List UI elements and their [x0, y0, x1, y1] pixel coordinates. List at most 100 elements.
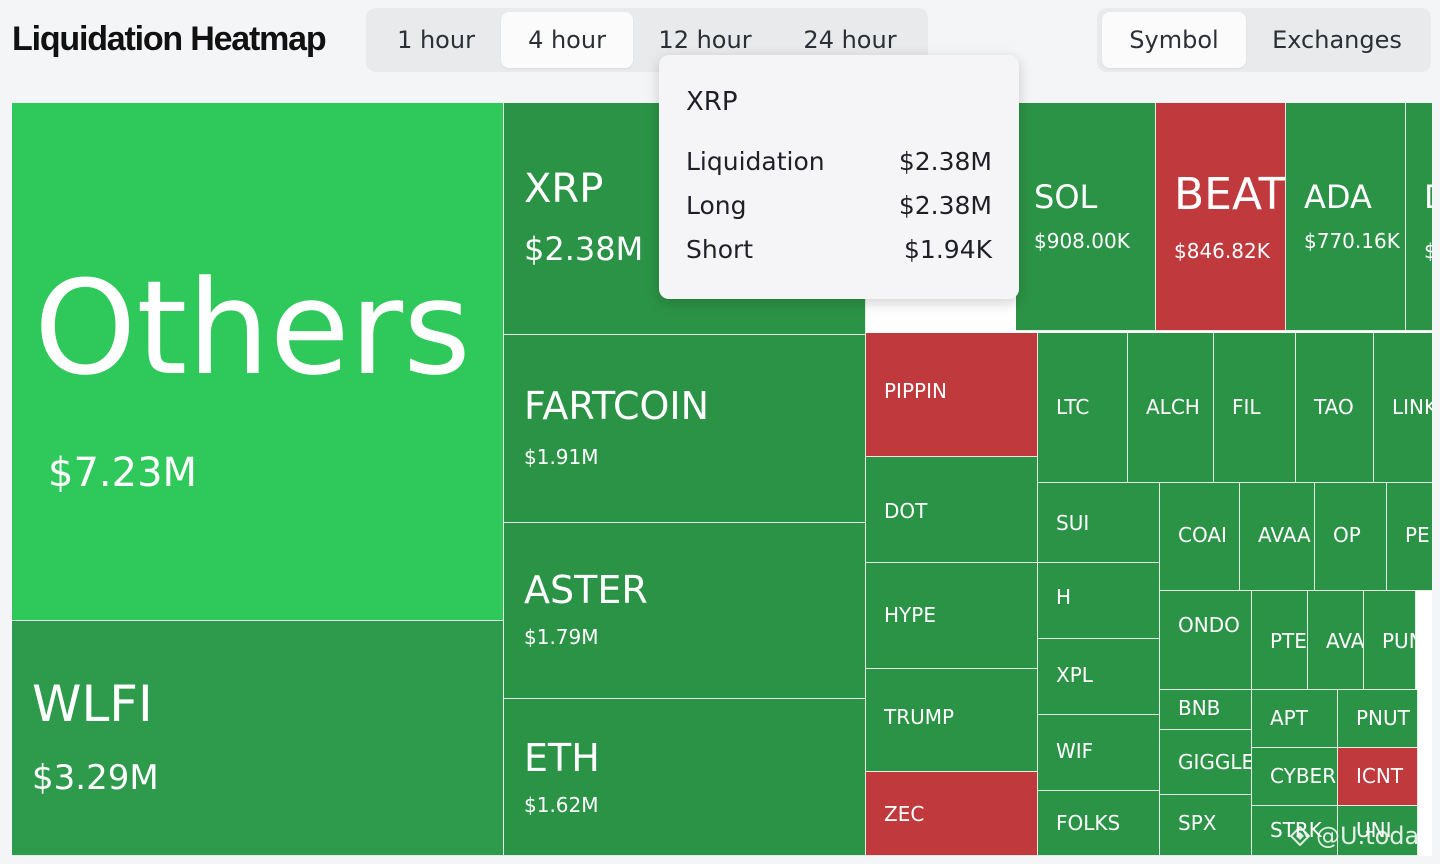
tile-symbol: LINK: [1392, 395, 1432, 419]
tile-symbol: D: [1424, 181, 1432, 213]
heatmap-tile-ada[interactable]: ADA $770.16K: [1286, 103, 1406, 331]
tile-symbol: WLFI: [32, 675, 153, 733]
heatmap-tile-ltc[interactable]: LTC: [1038, 333, 1128, 483]
tile-value: $1.79M: [524, 625, 599, 649]
tile-symbol: GIGGLE: [1178, 750, 1252, 774]
heatmap-tile-pnut[interactable]: PNUT: [1338, 690, 1418, 748]
heatmap-tile-wlfi[interactable]: WLFI $3.29M: [12, 621, 504, 856]
tile-value: $1.62M: [524, 793, 599, 817]
tab-12-hour[interactable]: 12 hour: [658, 26, 752, 54]
tile-value: $846.82K: [1174, 239, 1270, 263]
heatmap-tile-fartcoin[interactable]: FARTCOIN $1.91M: [504, 335, 866, 523]
heatmap-tile-h[interactable]: H: [1038, 563, 1160, 639]
tile-symbol: AVA: [1326, 629, 1364, 653]
tile-symbol: OP: [1333, 523, 1361, 547]
tile-symbol: COAI: [1178, 523, 1227, 547]
heatmap-tile-zec[interactable]: ZEC: [866, 772, 1038, 856]
heatmap-tile-sol[interactable]: SOL $908.00K: [1016, 103, 1156, 331]
view-mode-selector: Symbol Exchanges: [1097, 8, 1431, 72]
tooltip-label: Short: [686, 235, 754, 264]
tooltip-value: $1.94K: [904, 235, 992, 264]
heatmap-tile-eth[interactable]: ETH $1.62M: [504, 699, 866, 856]
tile-value: $3.29M: [32, 758, 159, 798]
tooltip-value: $2.38M: [898, 191, 992, 220]
heatmap-tile-link[interactable]: LINK: [1374, 333, 1432, 483]
tooltip-row-short: Short $1.94K: [686, 235, 992, 271]
tile-symbol: PE: [1405, 523, 1430, 547]
tile-symbol: H: [1056, 585, 1072, 609]
heatmap-tile-coai[interactable]: COAI: [1160, 483, 1240, 591]
heatmap-tile-beat[interactable]: BEAT $846.82K: [1156, 103, 1286, 331]
tile-symbol: TAO: [1314, 395, 1354, 419]
heatmap-tile-folks[interactable]: FOLKS: [1038, 791, 1160, 856]
tile-symbol: BEAT: [1174, 169, 1286, 220]
tile-symbol: ONDO: [1178, 613, 1240, 637]
heatmap-tile-cut-d[interactable]: D$: [1406, 103, 1432, 331]
heatmap-tile-pun[interactable]: PUN: [1364, 591, 1416, 690]
heatmap-tile-spx[interactable]: SPX: [1160, 795, 1252, 856]
tile-symbol: CYBER: [1270, 764, 1337, 788]
heatmap-tile-avaa[interactable]: AVAA: [1240, 483, 1315, 591]
tile-symbol: ICNT: [1356, 764, 1404, 788]
heatmap-tile-giggle[interactable]: GIGGLE: [1160, 730, 1252, 795]
heatmap-tile-hype[interactable]: HYPE: [866, 563, 1038, 669]
heatmap-tile-pe[interactable]: PE: [1387, 483, 1432, 591]
watermark: @U.today: [1290, 822, 1433, 850]
tile-symbol: TRUMP: [884, 705, 955, 729]
tile-value: $770.16K: [1304, 229, 1400, 253]
tab-4-hour[interactable]: 4 hour: [501, 12, 633, 68]
tooltip-row-long: Long $2.38M: [686, 191, 992, 227]
heatmap-tile-uni[interactable]: UNI: [1338, 806, 1418, 856]
tile-value: $: [1424, 241, 1432, 261]
diamond-logo-icon: [1290, 826, 1310, 846]
heatmap-tile-tao[interactable]: TAO: [1296, 333, 1374, 483]
tile-symbol: HYPE: [884, 603, 936, 627]
tab-1-hour[interactable]: 1 hour: [397, 26, 475, 54]
heatmap-tile-cyber[interactable]: CYBER: [1252, 748, 1338, 806]
tooltip-value: $2.38M: [898, 147, 992, 176]
heatmap-tile-pte[interactable]: PTE: [1252, 591, 1308, 690]
tab-exchanges[interactable]: Exchanges: [1272, 26, 1402, 54]
tile-symbol: FIL: [1232, 395, 1261, 419]
heatmap-tile-others[interactable]: Others $7.23M: [12, 103, 504, 621]
tile-symbol: Others: [34, 252, 471, 404]
tile-symbol: WIF: [1056, 739, 1094, 763]
tile-symbol: PTE: [1270, 629, 1307, 653]
heatmap-tile-alch[interactable]: ALCH: [1128, 333, 1214, 483]
tile-symbol: SUI: [1056, 511, 1090, 535]
tab-24-hour[interactable]: 24 hour: [803, 26, 897, 54]
tile-value: $1.91M: [524, 445, 599, 469]
heatmap-tile-ava[interactable]: AVA: [1308, 591, 1364, 690]
tile-value: $7.23M: [48, 450, 198, 496]
tab-symbol[interactable]: Symbol: [1102, 12, 1246, 68]
heatmap-tile-icnt[interactable]: ICNT: [1338, 748, 1418, 806]
tile-value: $908.00K: [1034, 229, 1130, 253]
heatmap-tile-sui[interactable]: SUI: [1038, 483, 1160, 563]
tile-symbol: APT: [1270, 706, 1308, 730]
heatmap-tile-aster[interactable]: ASTER $1.79M: [504, 523, 866, 699]
tooltip-symbol: XRP: [686, 87, 738, 117]
heatmap-tile-ondo[interactable]: ONDO: [1160, 591, 1252, 690]
tile-symbol: PIPPIN: [884, 379, 947, 403]
tile-symbol: ETH: [524, 736, 600, 780]
heatmap-tile-op[interactable]: OP: [1315, 483, 1387, 591]
heatmap-tile-apt[interactable]: APT: [1252, 690, 1338, 748]
tooltip-row-liquidation: Liquidation $2.38M: [686, 147, 992, 183]
tile-symbol: UNI: [1356, 818, 1392, 842]
heatmap-tile-trump[interactable]: TRUMP: [866, 669, 1038, 772]
tile-symbol: SOL: [1034, 178, 1098, 216]
tile-symbol: PUN: [1382, 629, 1415, 653]
tile-value: $2.38M: [524, 230, 644, 268]
heatmap-tile-bnb[interactable]: BNB: [1160, 690, 1252, 730]
watermark-text: @U.today: [1316, 822, 1434, 850]
tile-symbol: XPL: [1056, 663, 1093, 687]
heatmap-tile-xpl[interactable]: XPL: [1038, 639, 1160, 715]
heatmap-tile-pippin[interactable]: PIPPIN: [866, 333, 1038, 457]
symbol-tooltip: XRP Liquidation $2.38M Long $2.38M Short…: [659, 55, 1019, 299]
heatmap-tile-wif[interactable]: WIF: [1038, 715, 1160, 791]
heatmap-tile-dot[interactable]: DOT: [866, 457, 1038, 563]
tile-symbol: ALCH: [1146, 395, 1200, 419]
heatmap-tile-fil[interactable]: FIL: [1214, 333, 1296, 483]
tile-symbol: DOT: [884, 499, 928, 523]
tile-symbol: BNB: [1178, 696, 1221, 720]
